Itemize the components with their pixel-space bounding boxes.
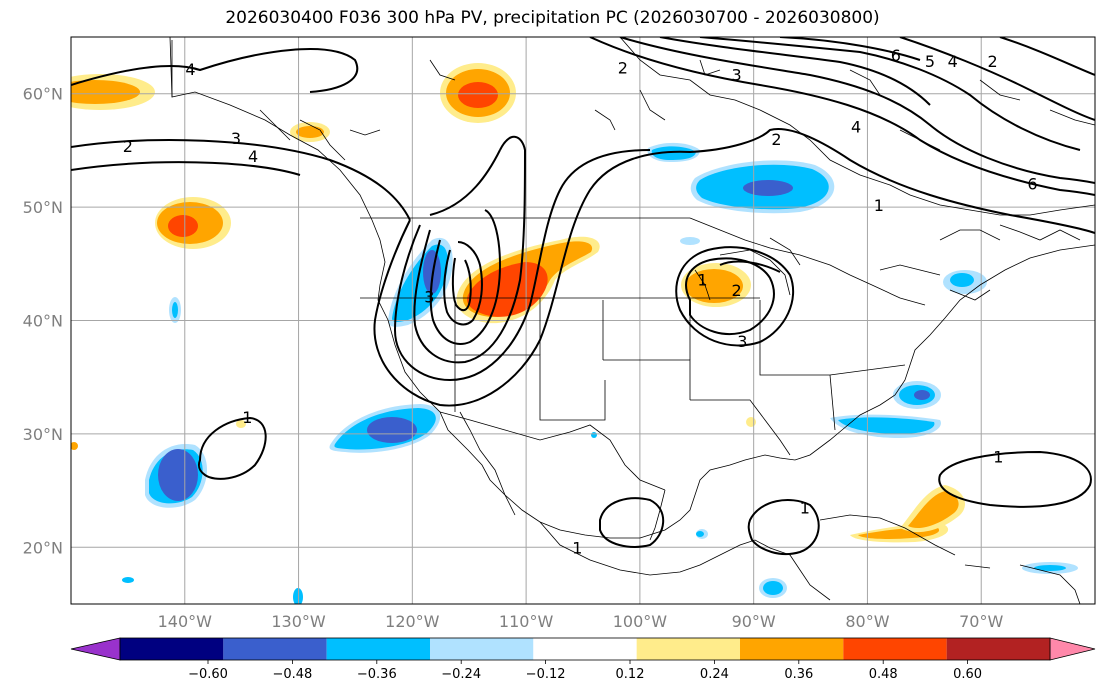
precipitation-shading — [71, 63, 1078, 604]
colorbar-tick-label: 0.60 — [953, 667, 982, 682]
colorbar-tick-label: −0.48 — [272, 667, 312, 682]
contour-label: 2 — [123, 137, 133, 156]
contour-label: 2 — [988, 52, 998, 71]
colorbar-tick-label: −0.24 — [441, 667, 481, 682]
colorbar-segment — [223, 638, 327, 660]
contour-label: 4 — [948, 52, 958, 71]
colorbar-tick-label: 0.12 — [616, 667, 645, 682]
contour-label: 1 — [993, 448, 1003, 467]
contour-label: 1 — [874, 196, 884, 215]
colorbar-segment — [740, 638, 844, 660]
colorbar-segment — [636, 638, 740, 660]
longitude-label: 120°W — [385, 612, 440, 631]
longitude-label: 140°W — [158, 612, 213, 631]
contour-label: 2 — [618, 59, 628, 78]
colorbar-over-triangle — [1049, 637, 1096, 661]
colorbar-segment — [946, 638, 1050, 660]
colorbar-segment — [326, 638, 430, 660]
contour-label: 2 — [771, 130, 781, 149]
contour-label: 4 — [248, 147, 258, 166]
latitude-label: 20°N — [23, 538, 63, 557]
colorbar-tick-label: 0.48 — [869, 667, 898, 682]
longitude-label: 70°W — [959, 612, 1003, 631]
latitude-label: 50°N — [23, 198, 63, 217]
colorbar-tick-label: −0.36 — [357, 667, 397, 682]
contour-label: 3 — [737, 332, 747, 351]
contour-label: 3 — [231, 129, 241, 148]
longitude-label: 90°W — [732, 612, 776, 631]
colorbar-frame — [119, 637, 1051, 661]
colorbar-segment — [533, 638, 637, 660]
longitude-label: 130°W — [271, 612, 326, 631]
colorbar-tick-label: 0.24 — [700, 667, 729, 682]
contour-label: 2 — [732, 281, 742, 300]
latitude-label: 40°N — [23, 312, 63, 331]
contour-label: 4 — [851, 118, 861, 137]
longitude-label: 80°W — [845, 612, 889, 631]
contour-label: 4 — [185, 60, 195, 79]
contour-label: 5 — [925, 52, 935, 71]
coastlines-and-borders — [169, 37, 1095, 604]
axis-labels: 140°W 130°W 120°W 110°W 100°W 90°W 80°W 70°W 60°… — [23, 85, 1004, 631]
pv-contours — [71, 37, 1095, 556]
longitude-label: 110°W — [499, 612, 554, 631]
contour-label: 6 — [891, 46, 901, 65]
contour-label: 6 — [1027, 174, 1037, 193]
contour-label: 1 — [800, 499, 810, 518]
colorbar-under-triangle — [70, 637, 121, 661]
colorbar: −0.60 −0.48 −0.36 −0.24 −0.12 0.12 0.24 0.36 0.4… — [70, 637, 1096, 682]
latitude-label: 30°N — [23, 425, 63, 444]
colorbar-segment — [843, 638, 947, 660]
colorbar-tick-label: −0.12 — [526, 667, 566, 682]
contour-label: 1 — [697, 271, 707, 290]
map-title: 2026030400 F036 300 hPa PV, precipitatio… — [225, 8, 880, 28]
colorbar-tick-label: 0.36 — [784, 667, 813, 682]
map-frame — [70, 36, 1096, 605]
graticule — [71, 37, 1095, 604]
latitude-label: 60°N — [23, 85, 63, 104]
colorbar-segment — [430, 638, 534, 660]
contour-label: 1 — [242, 408, 252, 427]
contour-label: 1 — [572, 538, 582, 557]
contour-label: 3 — [424, 288, 434, 307]
longitude-label: 100°W — [613, 612, 668, 631]
colorbar-segment — [120, 638, 224, 660]
colorbar-tick-label: −0.60 — [188, 667, 228, 682]
contour-label: 3 — [732, 65, 742, 84]
